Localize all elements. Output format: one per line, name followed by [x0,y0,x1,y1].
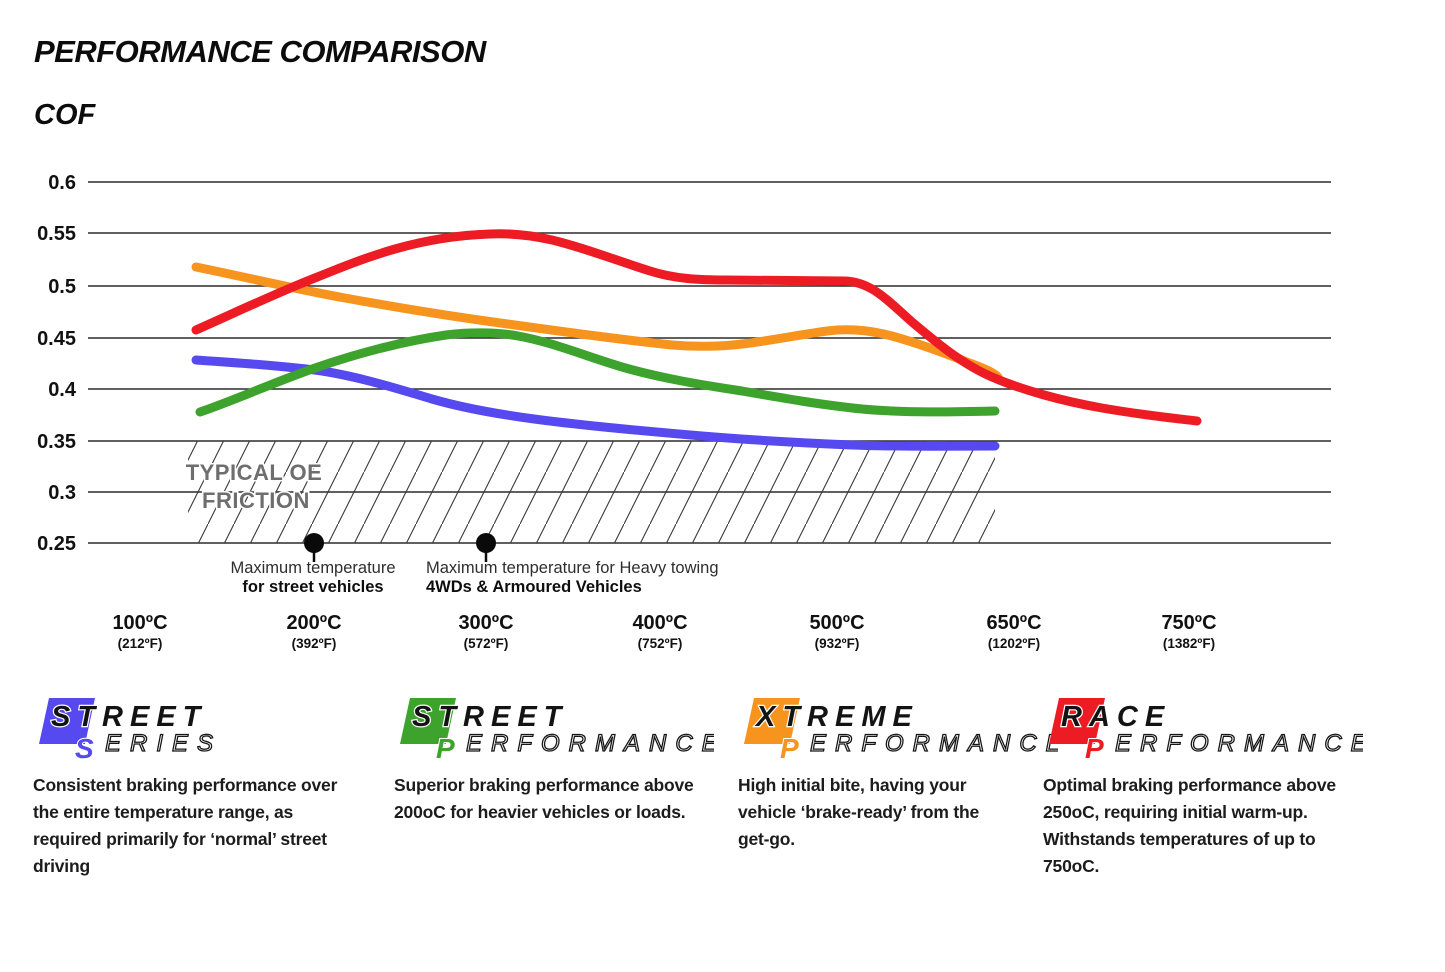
street-series-description: Consistent braking performance over the … [33,775,338,876]
race-performance-logo-word: RACE [1061,701,1171,733]
xtreme-performance-swatch [744,698,800,744]
xlabel-400f: (752ºF) [638,636,683,651]
xtreme-performance-logo: P XTREME ERFORMANCE [744,698,1058,765]
street-series-logo-subword: ERIES [105,730,222,757]
xlabel-200c: 200ºC [286,612,341,634]
towing-max-temp-label-line1: Maximum temperature for Heavy towing [426,559,719,577]
ytick-0-6: 0.6 [48,172,76,194]
street-performance-logo-subword: ERFORMANCE [466,730,714,757]
street-series-line [191,355,1000,451]
legend-street-series: S STREET ERIES Consistent braking perfor… [33,694,363,880]
street-performance-swatch [400,698,456,744]
page-title: PERFORMANCE COMPARISON [34,34,486,69]
street-performance-description: Superior braking performance above 200oC… [394,775,694,822]
oe-friction-label-line2: FRICTION [202,488,310,513]
legend-street-performance: P STREET ERFORMANCE Superior braking per… [394,694,716,826]
race-performance-logo-initial: P [1085,733,1104,764]
xtreme-performance-logo-word: XTREME [754,701,919,733]
race-performance-logo: P RACE ERFORMANCE [1049,698,1363,765]
cof-line-chart: 0.6 0.55 0.5 0.45 0.4 0.35 0.3 0.25 TYPI… [37,172,1331,651]
street-max-temp-label-line1: Maximum temperature [230,559,395,577]
street-series-logo-word: STREET [51,701,207,733]
xlabel-100f: (212ºF) [118,636,163,651]
xtreme-performance-line [191,262,1003,382]
xlabel-500f: (932ºF) [815,636,860,651]
xtreme-performance-logo-subword: ERFORMANCE [810,730,1058,757]
xlabel-200f: (392ºF) [292,636,337,651]
xtreme-performance-logo-initial: P [780,733,799,764]
race-performance-line [191,229,1202,426]
street-series-swatch [39,698,95,744]
ytick-0-5: 0.5 [48,276,76,298]
xlabel-400c: 400ºC [632,612,687,634]
towing-max-temp-marker [476,533,496,562]
street-performance-logo-word: STREET [412,701,568,733]
ytick-0-45: 0.45 [37,328,76,350]
xlabel-750f: (1382ºF) [1163,636,1215,651]
xlabel-750c: 750ºC [1161,612,1216,634]
ytick-0-35: 0.35 [37,431,76,453]
ytick-0-4: 0.4 [48,379,77,401]
legend-xtreme-performance: P XTREME ERFORMANCE High initial bite, h… [738,694,1058,853]
legend-race-performance: P RACE ERFORMANCE Optimal braking perfor… [1043,694,1373,880]
street-max-temp-marker [304,533,324,562]
ytick-0-25: 0.25 [37,533,76,555]
ytick-0-3: 0.3 [48,482,76,504]
race-performance-description: Optimal braking performance above 250oC,… [1043,775,1336,876]
street-performance-logo-initial: P [436,733,455,764]
street-series-logo: S STREET ERIES [39,698,222,765]
oe-friction-band [188,441,995,543]
street-performance-logo: P STREET ERFORMANCE [400,698,714,765]
xlabel-300c: 300ºC [458,612,513,634]
ytick-0-55: 0.55 [37,223,76,245]
race-performance-swatch [1049,698,1105,744]
street-performance-line [195,328,1000,417]
xlabel-300f: (572ºF) [464,636,509,651]
xlabel-650f: (1202ºF) [988,636,1040,651]
oe-friction-label-line1: TYPICAL OE [186,460,323,485]
xlabel-650c: 650ºC [986,612,1041,634]
race-performance-logo-subword: ERFORMANCE [1115,730,1363,757]
street-max-temp-label-line2: for street vehicles [242,578,383,596]
xlabel-100c: 100ºC [112,612,167,634]
xtreme-performance-description: High initial bite, having your vehicle ‘… [738,775,980,849]
xlabel-500c: 500ºC [809,612,864,634]
y-axis-title: COF [34,99,96,131]
street-series-logo-initial: S [75,733,94,764]
towing-max-temp-label-line2: 4WDs & Armoured Vehicles [426,578,642,596]
